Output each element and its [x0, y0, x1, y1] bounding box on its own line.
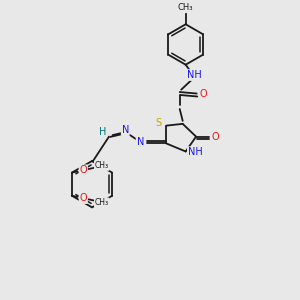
Text: O: O: [200, 88, 207, 98]
Text: CH₃: CH₃: [94, 161, 109, 170]
Text: H: H: [99, 127, 106, 137]
Text: N: N: [122, 125, 129, 135]
Text: N: N: [136, 137, 144, 147]
Text: O: O: [211, 132, 219, 142]
Text: O: O: [80, 193, 87, 203]
Text: CH₃: CH₃: [94, 198, 109, 207]
Text: O: O: [80, 165, 87, 175]
Text: NH: NH: [187, 70, 201, 80]
Text: S: S: [156, 118, 162, 128]
Text: NH: NH: [188, 147, 203, 157]
Text: CH₃: CH₃: [178, 3, 194, 12]
